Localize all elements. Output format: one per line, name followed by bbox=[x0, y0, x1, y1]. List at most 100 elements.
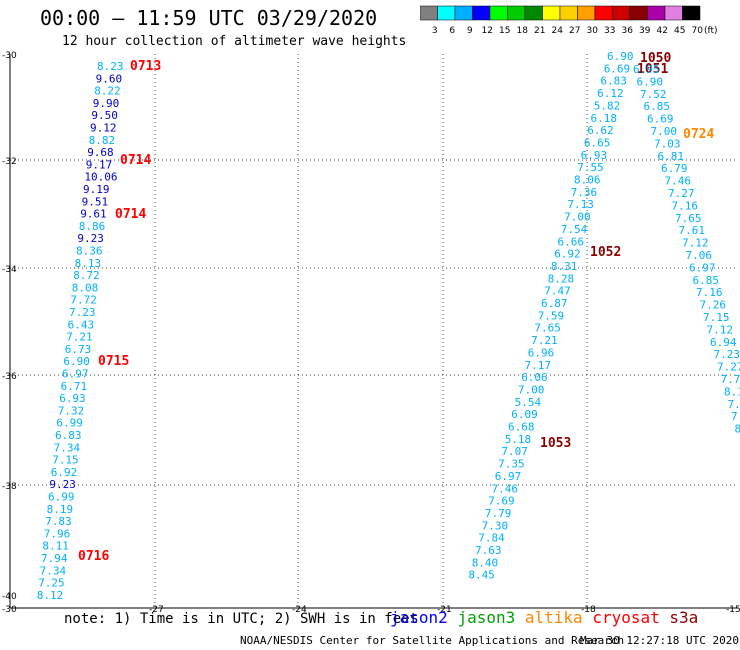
latitude-tick-label: -34 bbox=[2, 265, 17, 275]
pass-time-label: 0714 bbox=[120, 153, 151, 168]
swh-value: 6.12 bbox=[597, 87, 624, 100]
satellite-legend: jason2 jason3 altika cryosat s3a bbox=[390, 608, 698, 627]
latitude-tick-label: -30 bbox=[2, 51, 17, 61]
latitude-tick-label: -36 bbox=[2, 372, 17, 382]
legend-swatch bbox=[682, 5, 701, 21]
footer-note: note: 1) Time is in UTC; 2) SWH is in fe… bbox=[64, 611, 419, 627]
swh-value: 10.06 bbox=[84, 171, 117, 184]
swh-value: 8.12 bbox=[37, 589, 64, 602]
swh-value: 7.17 bbox=[525, 359, 552, 372]
swh-value: 6.90 bbox=[637, 75, 664, 88]
swh-value: 7.59 bbox=[538, 309, 565, 322]
swh-value: 7.00 bbox=[518, 383, 545, 396]
legend-label: 15 bbox=[499, 26, 510, 36]
swh-value: 7.55 bbox=[577, 161, 604, 174]
swh-value: 7.23 bbox=[714, 348, 740, 361]
satellite-legend-altika: altika bbox=[524, 608, 593, 627]
swh-value: 7.74 bbox=[721, 373, 740, 386]
pass-time-label: 1050 bbox=[640, 51, 671, 66]
swh-value: 5.82 bbox=[594, 99, 621, 112]
swh-value: 6.81 bbox=[658, 150, 685, 163]
swh-value: 7.06 bbox=[686, 249, 713, 262]
longitude-tick-label: -15 bbox=[726, 605, 740, 615]
swh-value: 9.61 bbox=[80, 208, 107, 221]
swh-value: 7.94 bbox=[41, 552, 68, 565]
swh-value: 6.96 bbox=[528, 346, 555, 359]
swh-value: 6.87 bbox=[541, 297, 568, 310]
swh-value: 6.93 bbox=[59, 392, 85, 405]
page-title: 00:00 — 11:59 UTC 03/29/2020 bbox=[40, 6, 378, 30]
legend-label: 21 bbox=[534, 26, 545, 36]
longitude-tick-label: -27 bbox=[149, 605, 164, 615]
swh-value: 6.97 bbox=[495, 470, 522, 483]
longitude-tick-label: -18 bbox=[581, 605, 596, 615]
swh-value: 7. bbox=[731, 410, 740, 423]
swh-value: 6.83 bbox=[600, 75, 627, 88]
swh-value: 7.25 bbox=[38, 577, 64, 590]
swh-value: 6.66 bbox=[558, 235, 585, 248]
swh-value: 6.09 bbox=[511, 408, 538, 421]
swh-value: 7.69 bbox=[488, 495, 515, 508]
swh-value: 6.95 bbox=[633, 63, 660, 76]
swh-value: 7.26 bbox=[700, 299, 727, 312]
longitude-tick-label: -24 bbox=[292, 605, 307, 615]
swh-value: 6.97 bbox=[689, 261, 716, 274]
legend-label: 45 bbox=[674, 26, 685, 36]
swh-value: 7.96 bbox=[44, 527, 71, 540]
swh-value: 9.60 bbox=[96, 72, 123, 85]
swh-value: 7.36 bbox=[571, 186, 598, 199]
pass-time-label: 1051 bbox=[637, 62, 668, 77]
swh-value: 7.46 bbox=[492, 482, 519, 495]
swh-value: 7.30 bbox=[482, 519, 509, 532]
swh-value: 7.34 bbox=[40, 564, 67, 577]
latitude-tick-label: -38 bbox=[2, 482, 17, 492]
pass-time-label: 0724 bbox=[683, 127, 714, 142]
swh-value: 6.97 bbox=[62, 368, 89, 381]
swh-value: 7.23 bbox=[69, 306, 96, 319]
swh-value: 6.69 bbox=[604, 62, 631, 75]
swh-value: 7.35 bbox=[498, 458, 524, 471]
swh-value: 6.92 bbox=[554, 248, 581, 261]
swh-value: 8.08 bbox=[72, 281, 99, 294]
legend-label: 27 bbox=[569, 26, 580, 36]
satellite-legend-jason2: jason2 bbox=[390, 608, 458, 627]
swh-value: 7.63 bbox=[475, 544, 502, 557]
pass-time-label: 0713 bbox=[130, 59, 161, 74]
swh-value: 8.86 bbox=[79, 220, 106, 233]
swh-value: 6.85 bbox=[644, 100, 671, 113]
swh-value: 6.85 bbox=[693, 274, 720, 287]
swh-value: 7.13 bbox=[567, 198, 594, 211]
swh-value: 9.12 bbox=[90, 122, 117, 135]
swh-value: 8.22 bbox=[94, 85, 121, 98]
swh-value: 7.65 bbox=[675, 212, 702, 225]
legend-label: 6 bbox=[449, 26, 455, 36]
swh-value: 9.17 bbox=[86, 158, 113, 171]
swh-value: 7.16 bbox=[672, 199, 699, 212]
legend-label: 36 bbox=[622, 26, 634, 36]
swh-value: 7.16 bbox=[696, 286, 723, 299]
pass-time-label: 1053 bbox=[540, 436, 571, 451]
swh-value: 8.11 bbox=[42, 540, 69, 553]
generated-timestamp: Mar 30 12:27:18 UTC 2020 bbox=[580, 634, 739, 647]
pass-time-label: 0714 bbox=[115, 207, 146, 222]
legend-label: 42 bbox=[657, 26, 668, 36]
legend-label: 33 bbox=[604, 26, 615, 36]
swh-value: 7.00 bbox=[651, 125, 678, 138]
legend-label: 24 bbox=[552, 26, 564, 36]
swh-value: 9.90 bbox=[93, 97, 120, 110]
legend-label: 3 bbox=[432, 26, 438, 36]
swh-value: 8.1 bbox=[724, 385, 740, 398]
swh-value: 7.12 bbox=[682, 237, 709, 250]
swh-value: 7.32 bbox=[58, 404, 85, 417]
legend-label: 12 bbox=[482, 26, 493, 36]
swh-value: 6.99 bbox=[48, 491, 75, 504]
swh-value: 7.03 bbox=[654, 137, 681, 150]
swh-value: 9.19 bbox=[83, 183, 110, 196]
swh-value: 7.21 bbox=[531, 334, 558, 347]
swh-value: 6.69 bbox=[647, 113, 674, 126]
swh-value: 9.23 bbox=[77, 232, 104, 245]
swh-value: 8.28 bbox=[548, 272, 575, 285]
swh-value: 7.07 bbox=[501, 445, 528, 458]
swh-value: 6.68 bbox=[508, 421, 535, 434]
